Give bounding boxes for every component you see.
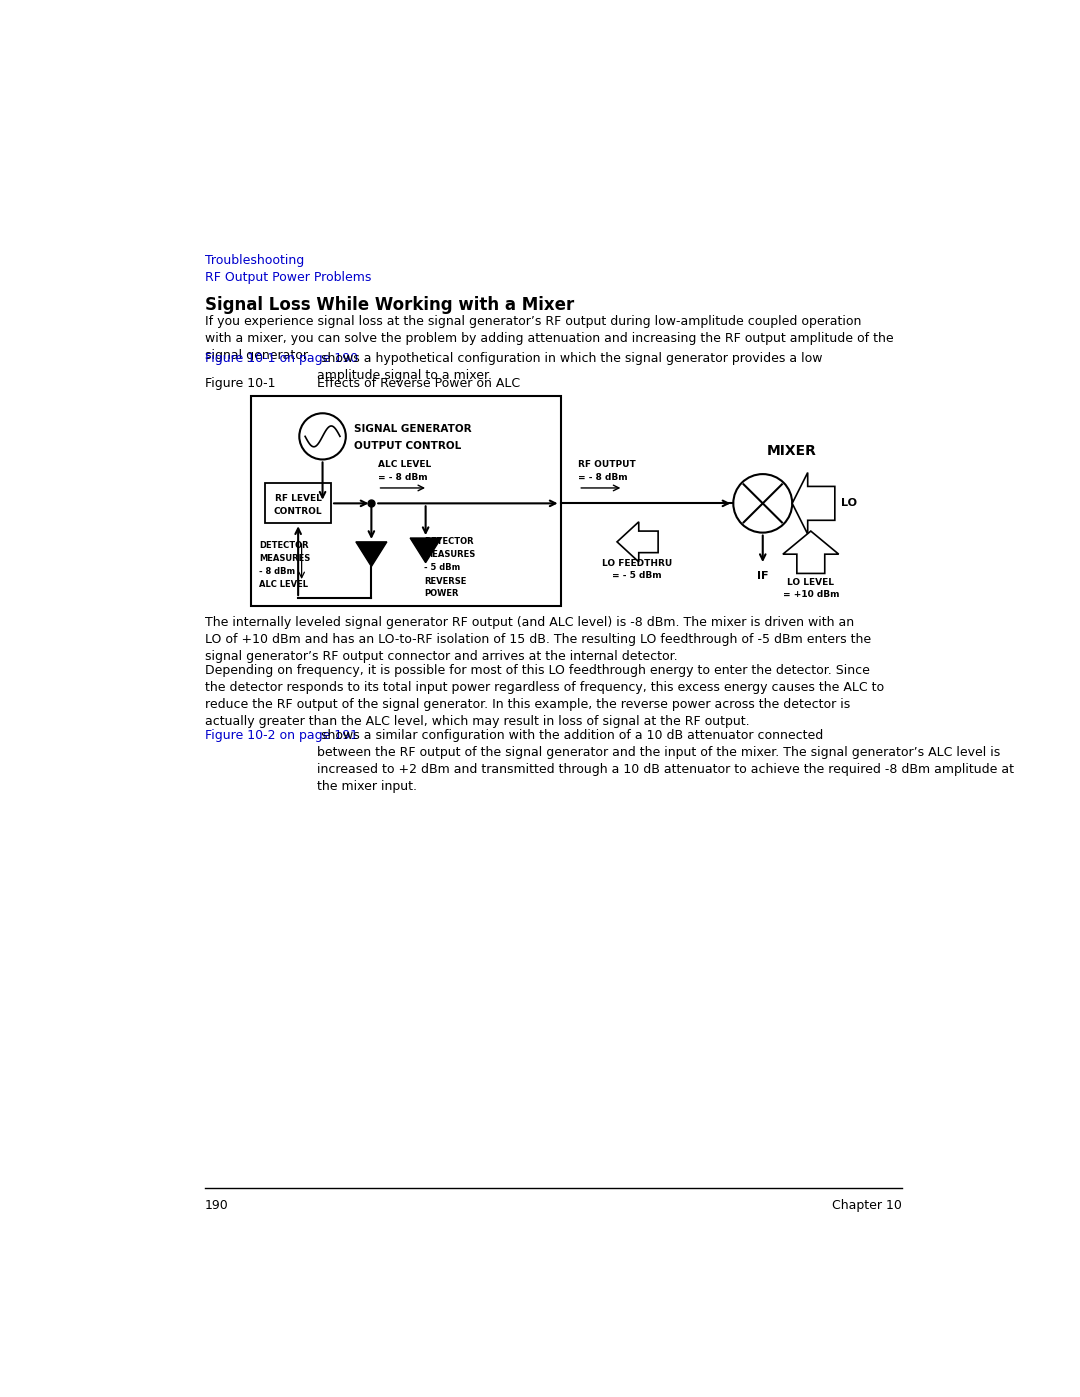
Text: DETECTOR: DETECTOR (424, 538, 474, 546)
Text: Depending on frequency, it is possible for most of this LO feedthrough energy to: Depending on frequency, it is possible f… (205, 665, 883, 728)
Text: MEASURES: MEASURES (424, 550, 475, 559)
Text: - 8 dBm: - 8 dBm (259, 567, 295, 577)
Text: POWER: POWER (424, 588, 459, 598)
Text: = - 8 dBm: = - 8 dBm (578, 474, 627, 482)
Text: DETECTOR: DETECTOR (259, 541, 309, 550)
Text: = - 8 dBm: = - 8 dBm (378, 474, 428, 482)
Text: RF LEVEL: RF LEVEL (274, 495, 322, 503)
Text: = +10 dBm: = +10 dBm (783, 591, 839, 599)
Text: Chapter 10: Chapter 10 (833, 1199, 902, 1211)
Circle shape (733, 474, 793, 532)
Polygon shape (410, 538, 441, 563)
Text: SIGNAL GENERATOR: SIGNAL GENERATOR (353, 423, 471, 433)
Text: RF OUTPUT: RF OUTPUT (578, 461, 636, 469)
Text: OUTPUT CONTROL: OUTPUT CONTROL (353, 441, 461, 451)
Text: 190: 190 (205, 1199, 229, 1211)
Text: REVERSE: REVERSE (424, 577, 467, 585)
Text: ALC LEVEL: ALC LEVEL (378, 461, 431, 469)
Text: MIXER: MIXER (767, 444, 816, 458)
Text: RF Output Power Problems: RF Output Power Problems (205, 271, 372, 284)
Text: ALC LEVEL: ALC LEVEL (259, 580, 308, 590)
Polygon shape (356, 542, 387, 567)
Text: Troubleshooting: Troubleshooting (205, 254, 303, 267)
Text: The internally leveled signal generator RF output (and ALC level) is -8 dBm. The: The internally leveled signal generator … (205, 616, 870, 662)
Text: shows a hypothetical configuration in which the signal generator provides a low
: shows a hypothetical configuration in wh… (318, 352, 823, 381)
Text: LO: LO (841, 499, 858, 509)
Text: IF: IF (757, 571, 769, 581)
Text: Effects of Reverse Power on ALC: Effects of Reverse Power on ALC (318, 377, 521, 390)
Text: shows a similar configuration with the addition of a 10 dB attenuator connected
: shows a similar configuration with the a… (318, 729, 1014, 793)
Text: Figure 10-1: Figure 10-1 (205, 377, 275, 390)
Text: If you experience signal loss at the signal generator’s RF output during low-amp: If you experience signal loss at the sig… (205, 316, 893, 362)
Bar (266, 483, 332, 524)
Text: Figure 10-2 on page 191: Figure 10-2 on page 191 (205, 729, 357, 742)
Text: LO LEVEL: LO LEVEL (787, 578, 834, 587)
Text: Figure 10-1 on page 190: Figure 10-1 on page 190 (205, 352, 357, 365)
Text: CONTROL: CONTROL (274, 507, 323, 515)
Polygon shape (793, 472, 835, 534)
Text: - 5 dBm: - 5 dBm (424, 563, 460, 573)
Polygon shape (783, 531, 839, 573)
Polygon shape (617, 522, 658, 562)
Text: LO FEEDTHRU: LO FEEDTHRU (602, 559, 673, 567)
Text: = - 5 dBm: = - 5 dBm (612, 571, 662, 580)
Circle shape (299, 414, 346, 460)
Bar (252, 397, 562, 606)
Text: MEASURES: MEASURES (259, 555, 310, 563)
Text: Signal Loss While Working with a Mixer: Signal Loss While Working with a Mixer (205, 296, 573, 314)
